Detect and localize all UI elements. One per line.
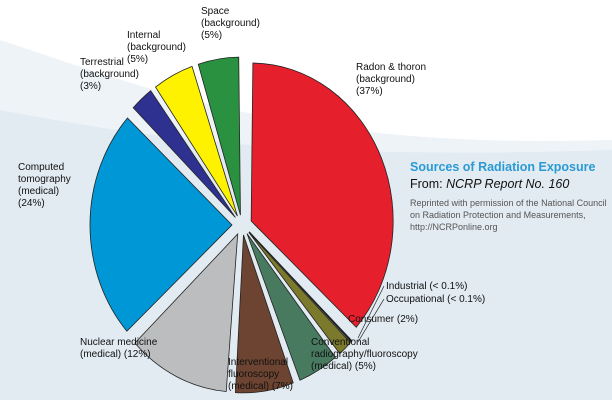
leader-line-occupational: [357, 298, 385, 343]
pie-slice-nuclear: [134, 232, 239, 392]
pie-slice-conventional: [246, 233, 336, 381]
pie-slice-terrestrial: [132, 90, 236, 218]
slice-label-conventional: Conventional radiography/fluoroscopy (me…: [311, 337, 418, 372]
leader-line-industrial: [357, 285, 385, 339]
pie-slice-radon: [250, 62, 394, 328]
subtitle-prefix: From:: [410, 177, 447, 191]
chart-title: Sources of Radiation Exposure: [410, 160, 596, 174]
subtitle-source: NCRP Report No. 160: [446, 177, 570, 191]
pie-slice-interventional: [234, 234, 294, 394]
slice-label-terrestrial: Terrestrial (background) (3%): [80, 57, 139, 92]
slice-label-interventional: Interventional fluoroscopy (medical) (7%…: [228, 357, 294, 392]
slice-label-internal: Internal (background) (5%): [127, 30, 186, 65]
slice-label-industrial: Industrial (< 0.1%): [386, 281, 468, 292]
slice-label-occupational: Occupational (< 0.1%): [386, 294, 486, 305]
pie-slice-consumer: [248, 232, 351, 355]
slice-label-nuclear: Nuclear medicine (medical) (12%): [80, 337, 158, 360]
chart-credit: Reprinted with permission of the Nationa…: [410, 198, 607, 232]
pie-slice-occupational: [248, 231, 352, 343]
slice-label-radon: Radon & thoron (background) (37%): [356, 62, 427, 97]
pie-slice-ct: [89, 117, 233, 332]
slice-label-space: Space (background) (5%): [201, 6, 260, 41]
chart-title-block: Sources of Radiation Exposure From: NCRP…: [410, 160, 610, 233]
slice-label-consumer: Consumer (2%): [348, 314, 419, 325]
chart-subtitle: From: NCRP Report No. 160: [410, 177, 610, 191]
pie-slice-internal: [155, 65, 238, 217]
slice-label-ct: Computed tomography (medical) (24%): [18, 162, 71, 209]
pie-slice-space: [197, 56, 241, 216]
